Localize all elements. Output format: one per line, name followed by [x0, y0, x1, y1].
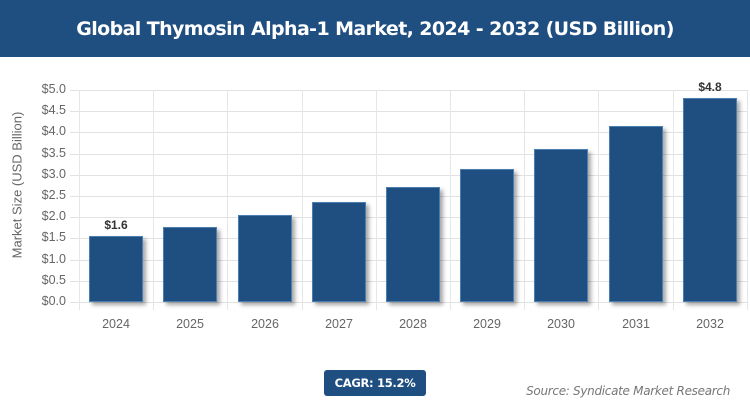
gridline-vertical — [227, 90, 228, 310]
data-label: $4.8 — [698, 80, 722, 94]
x-tick-label: 2028 — [399, 317, 427, 331]
source-note: Source: Syndicate Market Research — [526, 384, 730, 398]
gridline-vertical — [524, 90, 525, 310]
gridline-horizontal — [70, 302, 748, 303]
gridline-horizontal — [70, 154, 748, 155]
y-tick-label: $3.5 — [41, 146, 66, 160]
gridline-vertical — [598, 90, 599, 310]
y-tick-label: $5.0 — [41, 82, 66, 96]
x-tick-label: 2032 — [696, 317, 724, 331]
bar-2025 — [163, 227, 217, 302]
x-tick-label: 2025 — [176, 317, 204, 331]
gridline-vertical — [153, 90, 154, 310]
bar-2032 — [683, 98, 737, 302]
y-tick-label: $3.0 — [41, 167, 66, 181]
y-tick-label: $1.0 — [41, 252, 66, 266]
x-tick-label: 2026 — [251, 317, 279, 331]
y-tick-label: $0.5 — [41, 273, 66, 287]
gridline-horizontal — [70, 175, 748, 176]
bar-2030 — [534, 149, 588, 302]
data-label: $1.6 — [104, 218, 128, 232]
bar-2031 — [609, 126, 663, 302]
y-tick-label: $2.5 — [41, 188, 66, 202]
bar-2028 — [386, 187, 440, 302]
gridline-horizontal — [70, 111, 748, 112]
y-tick-label: $0.0 — [41, 294, 66, 308]
chart-title: Global Thymosin Alpha-1 Market, 2024 - 2… — [76, 17, 674, 40]
cagr-badge: CAGR: 15.2% — [324, 370, 426, 396]
gridline-horizontal — [70, 90, 748, 91]
x-tick-label: 2031 — [622, 317, 650, 331]
y-tick-label: $4.0 — [41, 124, 66, 138]
gridline-vertical — [673, 90, 674, 310]
x-tick-label: 2030 — [547, 317, 575, 331]
x-tick-label: 2024 — [102, 317, 130, 331]
y-tick-label: $1.5 — [41, 230, 66, 244]
gridline-vertical — [302, 90, 303, 310]
y-axis-label: Market Size (USD Billion) — [9, 111, 25, 259]
bar-2029 — [460, 169, 514, 302]
x-tick-label: 2027 — [325, 317, 353, 331]
gridline-vertical — [747, 90, 748, 310]
x-tick-label: 2029 — [473, 317, 501, 331]
gridline-vertical — [450, 90, 451, 310]
bar-2024 — [89, 236, 143, 302]
bar-2026 — [238, 215, 292, 302]
bar-2027 — [312, 202, 366, 302]
gridline-vertical — [79, 90, 80, 310]
gridline-horizontal — [70, 132, 748, 133]
title-banner: Global Thymosin Alpha-1 Market, 2024 - 2… — [0, 0, 750, 57]
gridline-vertical — [376, 90, 377, 310]
y-tick-label: $4.5 — [41, 103, 66, 117]
y-tick-label: $2.0 — [41, 209, 66, 223]
